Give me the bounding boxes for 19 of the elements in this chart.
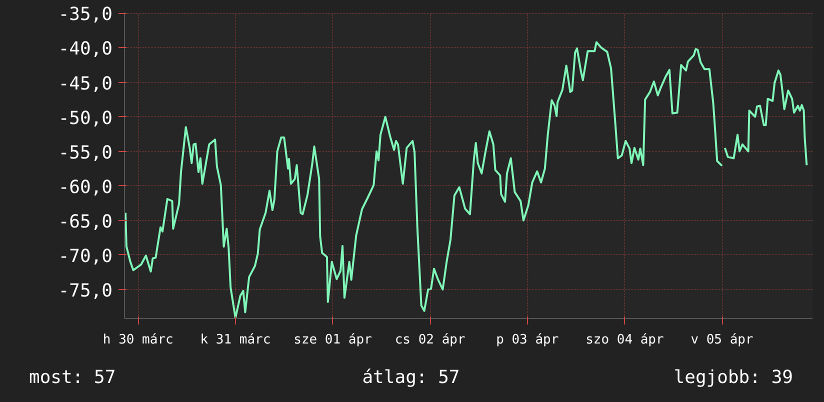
text: most: 57 bbox=[29, 366, 116, 390]
x-tick-label: szo 04 ápr bbox=[586, 332, 664, 348]
y-tick-label: -70,0 bbox=[58, 246, 113, 267]
y-tick-label: -35,0 bbox=[58, 4, 113, 26]
text: átlag: 57 bbox=[362, 366, 460, 390]
x-tick-label: v 05 ápr bbox=[690, 332, 754, 348]
text: legjobb: 39 bbox=[674, 366, 793, 390]
y-tick-label: -60,0 bbox=[58, 176, 113, 198]
y-tick-label: -50,0 bbox=[58, 108, 113, 129]
y-tick-label: -40,0 bbox=[58, 38, 113, 60]
x-tick-label: h 30 márc bbox=[102, 332, 174, 348]
y-tick-label: -55,0 bbox=[58, 142, 113, 164]
x-tick-label: p 03 ápr bbox=[496, 332, 559, 348]
x-tick-label: sze 01 ápr bbox=[294, 332, 372, 348]
y-tick-label: -75,0 bbox=[58, 280, 113, 302]
y-tick-label: -45,0 bbox=[58, 73, 113, 94]
y-tick-label: -65,0 bbox=[58, 211, 113, 232]
x-tick-label: k 31 márc bbox=[200, 332, 271, 348]
x-tick-label: cs 02 ápr bbox=[394, 332, 466, 348]
